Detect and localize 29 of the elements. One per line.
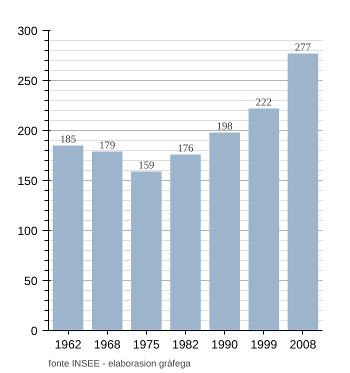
data-label: 185 [60, 134, 76, 146]
y-tick-label: 300 [17, 24, 38, 38]
data-label: 277 [294, 42, 312, 54]
x-tick-label: 2008 [290, 338, 317, 352]
source-note: fonte INSEE - elaborasion gràfega [48, 358, 192, 368]
y-tick-label: 150 [17, 174, 38, 188]
data-label: 179 [99, 140, 116, 152]
data-label: 198 [216, 122, 233, 132]
x-tick-label: 1968 [94, 338, 121, 352]
bar [92, 152, 122, 330]
bar [170, 154, 201, 330]
data-label: 176 [178, 144, 194, 154]
bar [209, 132, 240, 330]
x-tick-label: 1990 [211, 338, 238, 352]
y-tick-label: 50 [24, 274, 38, 288]
bar [288, 54, 318, 330]
data-label: 222 [256, 98, 272, 108]
y-tick-label: 100 [17, 224, 38, 238]
bar [131, 172, 162, 330]
x-tick-label: 1999 [250, 338, 278, 352]
y-tick-label: 200 [17, 124, 38, 138]
x-tick-label: 1982 [172, 338, 200, 352]
data-label: 159 [138, 160, 154, 172]
x-tick-label: 1962 [54, 338, 82, 352]
bar [248, 108, 280, 330]
y-tick-label: 250 [17, 74, 38, 88]
x-tick-label: 1975 [133, 338, 160, 352]
y-tick-label: 0 [30, 324, 38, 338]
bar [52, 146, 84, 330]
